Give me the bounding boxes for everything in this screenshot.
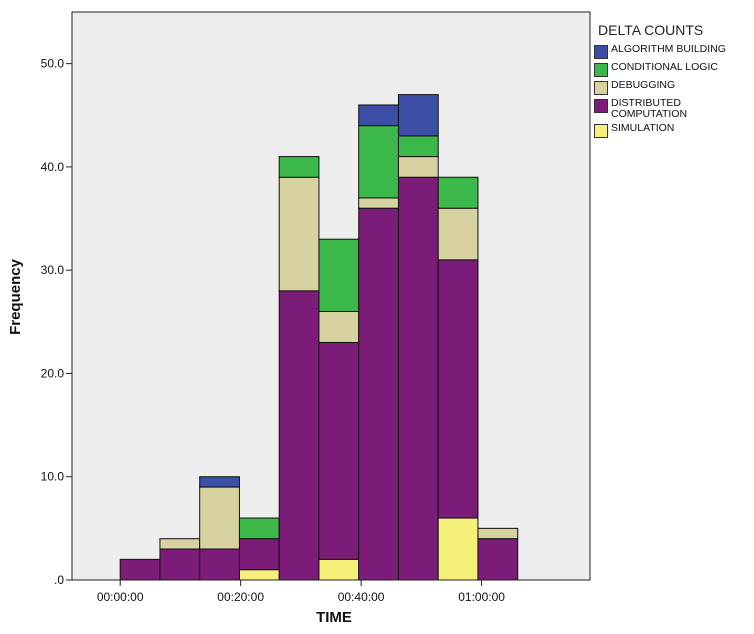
- bar-segment-debugging: [477, 527, 519, 540]
- y-tick-label: 10.0: [41, 470, 65, 484]
- y-tick-label: 30.0: [41, 263, 65, 277]
- bar-segment-distributed-computation: [437, 259, 479, 519]
- bar-segment-distributed-computation: [238, 538, 280, 571]
- bar-segment-distributed-computation: [119, 558, 161, 581]
- legend-swatch: [594, 45, 608, 59]
- legend-swatch: [594, 124, 608, 138]
- x-tick-label: 00:20:00: [217, 590, 264, 604]
- x-axis-label: TIME: [316, 609, 352, 626]
- bar-segment-debugging: [358, 197, 399, 209]
- legend-item: ALGORITHM BUILDING: [594, 44, 751, 59]
- y-axis-label: Frequency: [7, 258, 24, 335]
- legend-swatch: [594, 99, 608, 113]
- x-tick-label: 01:00:00: [458, 590, 505, 604]
- legend-items: ALGORITHM BUILDING CONDITIONAL LOGIC DEBUG…: [594, 44, 751, 138]
- legend-label: ALGORITHM BUILDING: [611, 43, 726, 55]
- legend-title: DELTA COUNTS: [598, 22, 704, 38]
- x-tick-label: 00:00:00: [97, 590, 144, 604]
- legend-label: SIMULATION: [611, 122, 675, 134]
- y-tick-label: 50.0: [41, 57, 65, 71]
- bar-segment-debugging: [159, 538, 201, 550]
- bar-segment-conditional-logic: [358, 125, 399, 199]
- legend-item: DEBUGGING: [594, 80, 751, 95]
- x-tick-label: 00:40:00: [338, 590, 385, 604]
- bar-segment-distributed-computation: [397, 176, 439, 581]
- bar-segment-simulation: [318, 558, 360, 581]
- bar-segment-debugging: [199, 486, 240, 550]
- legend-label: CONDITIONAL LOGIC: [611, 61, 718, 73]
- bar-segment-distributed-computation: [358, 207, 399, 581]
- bars-group: [119, 94, 519, 581]
- bar-segment-algorithm-building: [199, 476, 240, 488]
- bar-segment-conditional-logic: [278, 156, 320, 178]
- y-tick-label: 40.0: [41, 160, 65, 174]
- bar-segment-debugging: [278, 176, 320, 292]
- y-tick-label: .0: [54, 573, 64, 587]
- bar-segment-distributed-computation: [477, 538, 519, 581]
- bar-segment-algorithm-building: [397, 94, 439, 137]
- bar-segment-conditional-logic: [318, 238, 360, 312]
- legend-swatch: [594, 81, 608, 95]
- bar-segment-conditional-logic: [397, 135, 439, 158]
- bar-segment-conditional-logic: [437, 176, 479, 209]
- bar-segment-debugging: [397, 156, 439, 178]
- bar-segment-debugging: [437, 207, 479, 261]
- legend: DELTA COUNTS ALGORITHM BUILDING CONDITION…: [594, 22, 751, 141]
- legend-item: DISTRIBUTED COMPUTATION: [594, 98, 751, 120]
- y-tick-label: 20.0: [41, 366, 65, 380]
- bar-segment-algorithm-building: [358, 104, 399, 127]
- axes-group: .0 10.0 20.0 30.0 40.0 50.0 00:00:00 00:20:00 00…: [41, 12, 590, 604]
- bar-segment-distributed-computation: [159, 548, 201, 581]
- bar-segment-simulation: [238, 569, 280, 581]
- bar-segment-distributed-computation: [199, 548, 240, 581]
- legend-swatch: [594, 63, 608, 77]
- bar-segment-distributed-computation: [318, 341, 360, 560]
- bar-segment-simulation: [437, 517, 479, 581]
- legend-label: DISTRIBUTED COMPUTATION: [611, 97, 688, 120]
- bar-segment-distributed-computation: [278, 290, 320, 581]
- legend-item: CONDITIONAL LOGIC: [594, 62, 751, 77]
- bar-segment-conditional-logic: [238, 517, 280, 540]
- bar-segment-debugging: [318, 310, 360, 343]
- legend-label: DEBUGGING: [611, 79, 676, 91]
- legend-item: SIMULATION: [594, 123, 751, 138]
